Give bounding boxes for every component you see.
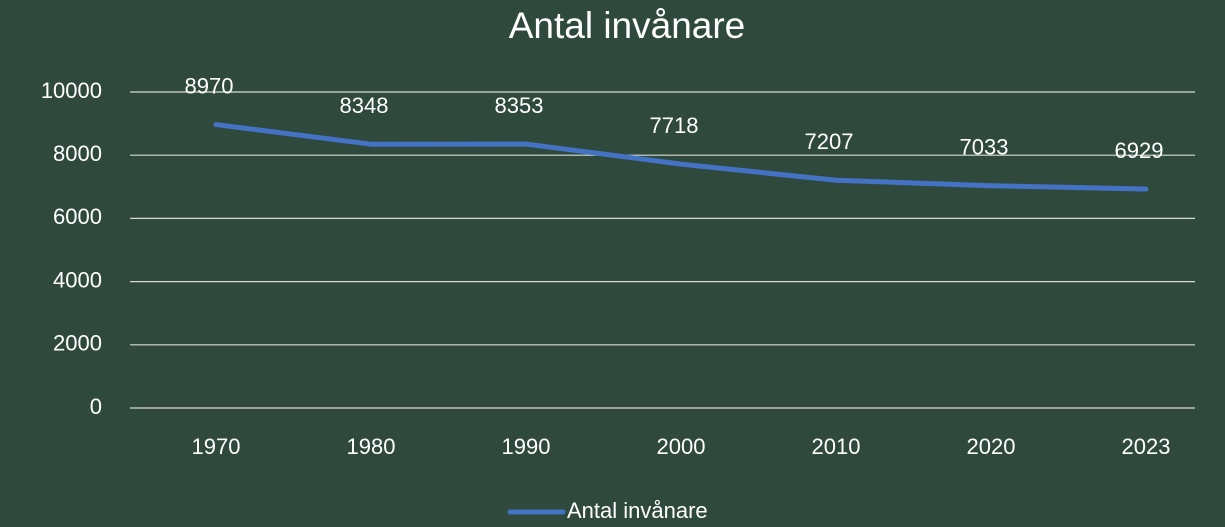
y-tick-label: 2000 bbox=[53, 331, 102, 356]
x-tick-label: 2010 bbox=[812, 434, 861, 459]
y-tick-label: 6000 bbox=[53, 204, 102, 229]
y-tick-label: 8000 bbox=[53, 141, 102, 166]
x-tick-label: 2000 bbox=[657, 434, 706, 459]
data-label: 8348 bbox=[340, 93, 389, 118]
x-tick-label: 1990 bbox=[502, 434, 551, 459]
data-label: 8970 bbox=[185, 73, 234, 98]
x-tick-label: 2023 bbox=[1122, 434, 1171, 459]
data-label: 6929 bbox=[1115, 138, 1164, 163]
y-tick-label: 10000 bbox=[41, 78, 102, 103]
x-tick-label: 2020 bbox=[967, 434, 1016, 459]
data-label: 7033 bbox=[960, 135, 1009, 160]
data-label: 7718 bbox=[650, 113, 699, 138]
data-label: 8353 bbox=[495, 93, 544, 118]
data-label: 7207 bbox=[805, 129, 854, 154]
y-tick-label: 0 bbox=[90, 394, 102, 419]
x-tick-label: 1970 bbox=[192, 434, 241, 459]
x-tick-label: 1980 bbox=[347, 434, 396, 459]
legend-label: Antal invånare bbox=[567, 498, 708, 523]
series-line bbox=[213, 122, 1149, 192]
chart-title: Antal invånare bbox=[509, 5, 746, 46]
y-tick-label: 4000 bbox=[53, 267, 102, 292]
